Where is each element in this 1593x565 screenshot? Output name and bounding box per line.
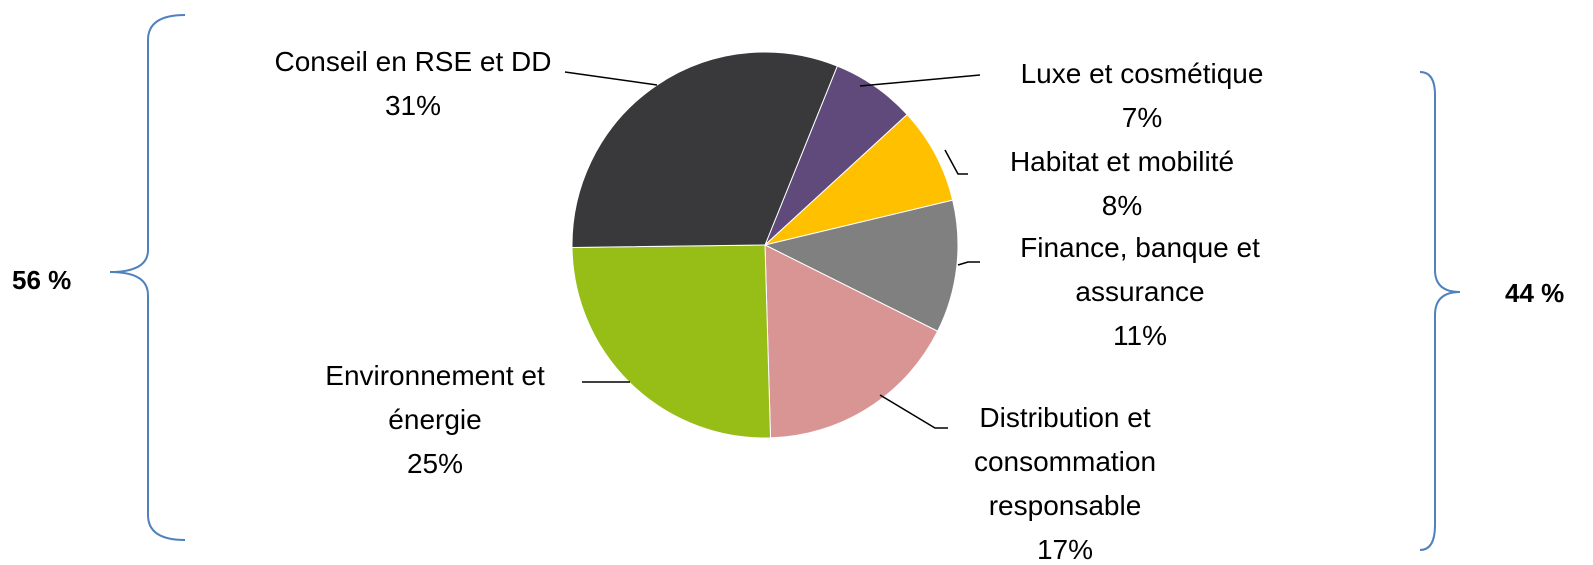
group-total: 56 % (12, 265, 72, 295)
left-brace (109, 14, 186, 541)
category-name: Luxe et cosmétique (1020, 58, 1264, 89)
value-label: 7% (1121, 102, 1163, 133)
leader-line (564, 71, 658, 86)
category-name: Finance, banque et assurance (1020, 232, 1260, 307)
leader-line (859, 74, 981, 87)
value-label: 11% (1113, 320, 1167, 351)
group-total: 44 % (1505, 278, 1565, 308)
slice-label: Finance, banque et assurance 11% (975, 226, 1305, 358)
slice-label: Environnement et énergie 25% (280, 354, 590, 486)
leader-line (957, 261, 980, 266)
category-name: Distribution et consommation responsable (973, 402, 1157, 521)
leader-lines (564, 71, 981, 429)
pie-slice (571, 51, 838, 248)
pie-slice (764, 244, 939, 439)
value-label: 31% (384, 90, 442, 121)
value-label: 17% (1036, 534, 1094, 565)
value-label: 8% (1101, 190, 1143, 221)
slice-label: Conseil en RSE et DD 31% (253, 40, 573, 128)
slice-label: Distribution et consommation responsable… (935, 396, 1195, 565)
category-name: Environnement et énergie (325, 360, 545, 435)
category-name: Habitat et mobilité (1009, 146, 1235, 177)
right-brace (1419, 71, 1461, 551)
slice-label: Habitat et mobilité 8% (962, 140, 1282, 228)
pie-slice (571, 244, 772, 439)
category-name: Conseil en RSE et DD (274, 46, 552, 77)
slices (571, 51, 959, 439)
pie-slice (763, 113, 954, 246)
value-label: 25% (406, 448, 464, 479)
leader-line (879, 394, 948, 429)
leader-line (944, 149, 968, 175)
slice-label: Luxe et cosmétique 7% (972, 52, 1312, 140)
pie-slice (763, 199, 959, 332)
